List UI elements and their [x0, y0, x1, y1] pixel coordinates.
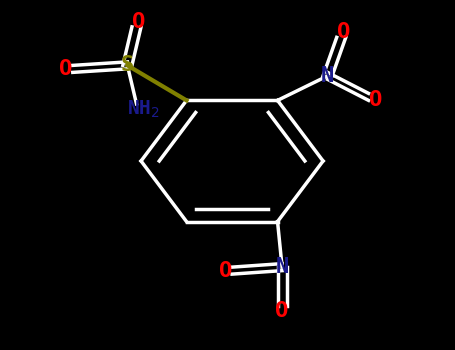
- Text: NH$_2$: NH$_2$: [127, 98, 160, 120]
- Text: N: N: [275, 257, 289, 277]
- Text: O: O: [59, 59, 73, 79]
- Text: N: N: [321, 66, 334, 86]
- Text: O: O: [337, 22, 350, 42]
- Text: S: S: [121, 55, 134, 75]
- Text: O: O: [275, 301, 289, 321]
- Text: O: O: [218, 261, 232, 281]
- Text: O: O: [369, 90, 382, 110]
- Text: O: O: [132, 12, 146, 32]
